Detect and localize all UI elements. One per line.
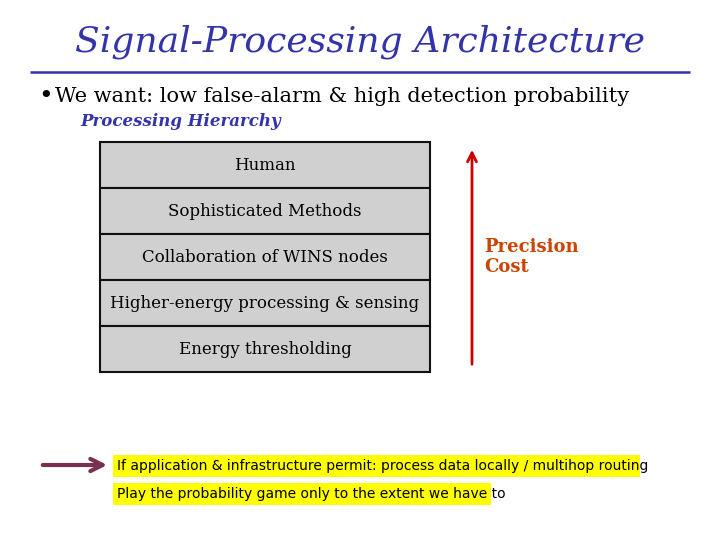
Text: Precision
Cost: Precision Cost [484, 238, 579, 276]
Bar [100, 188, 430, 234]
Text: Human: Human [234, 157, 296, 173]
Text: Collaboration of WINS nodes: Collaboration of WINS nodes [142, 248, 388, 266]
Text: Play the probability game only to the extent we have to: Play the probability game only to the ex… [117, 487, 505, 501]
Bar [113, 483, 491, 505]
Bar [100, 234, 430, 280]
Text: Signal-Processing Architecture: Signal-Processing Architecture [75, 25, 645, 59]
Text: We want: low false-alarm & high detection probability: We want: low false-alarm & high detectio… [55, 86, 629, 105]
Text: Higher-energy processing & sensing: Higher-energy processing & sensing [110, 294, 420, 312]
Bar [100, 326, 430, 372]
Bar [113, 455, 640, 477]
Text: Sophisticated Methods: Sophisticated Methods [168, 202, 361, 219]
Bar [100, 142, 430, 188]
Bar [100, 280, 430, 326]
Text: Processing Hierarchy: Processing Hierarchy [80, 113, 281, 130]
Text: •: • [38, 84, 53, 108]
Text: If application & infrastructure permit: process data locally / multihop routing: If application & infrastructure permit: … [117, 459, 649, 473]
Text: Energy thresholding: Energy thresholding [179, 341, 351, 357]
